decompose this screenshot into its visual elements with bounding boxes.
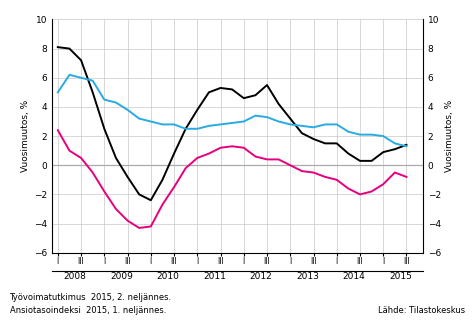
Y-axis label: Vuosimuutos, %: Vuosimuutos, % bbox=[445, 100, 454, 172]
Y-axis label: Vuosimuutos, %: Vuosimuutos, % bbox=[21, 100, 30, 172]
Text: Ansiotasoindeksi  2015, 1. neljännes.: Ansiotasoindeksi 2015, 1. neljännes. bbox=[10, 306, 166, 315]
Text: Työvoimatutkimus  2015, 2. neljännes.: Työvoimatutkimus 2015, 2. neljännes. bbox=[10, 293, 171, 302]
Text: Lähde: Tilastokeskus: Lähde: Tilastokeskus bbox=[379, 306, 466, 315]
